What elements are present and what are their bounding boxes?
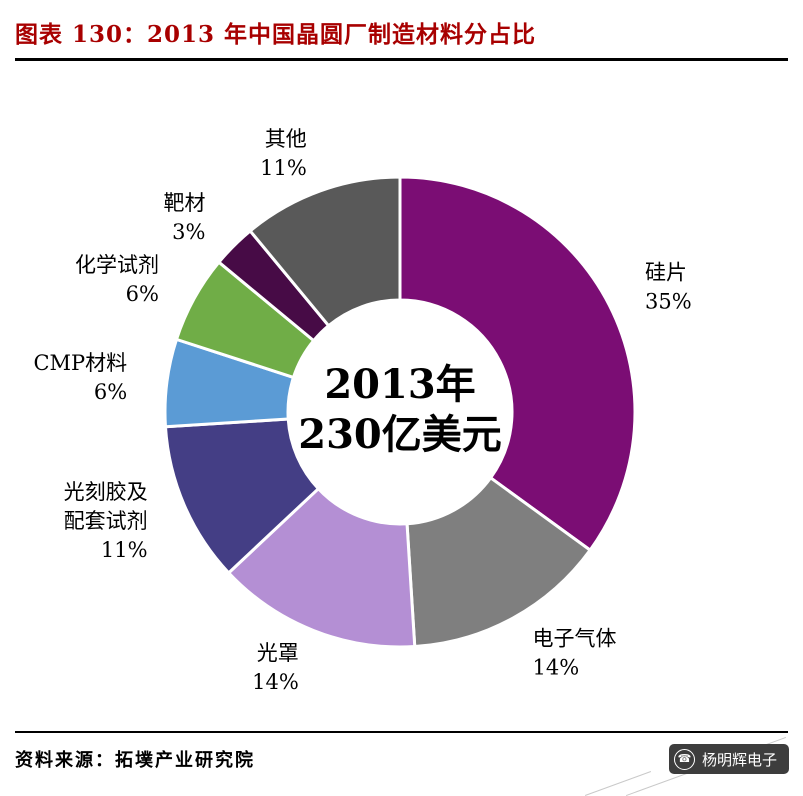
donut-slice-7 [248, 175, 402, 328]
donut-slice-2 [227, 487, 417, 649]
slice-label-1: 电子气体 14% [533, 627, 617, 680]
slice-label-5: 化学试剂 6% [75, 253, 159, 306]
donut-slice-0 [398, 175, 637, 552]
source-attribution: 资料来源：拓墣产业研究院 [15, 750, 255, 771]
watermark-badge: ☎ 杨明辉电子 [668, 744, 789, 774]
donut-center-text-0: 2013年 [324, 361, 475, 408]
donut-chart-svg: 硅片 35% 电子气体 14% 光罩 14% 光刻胶及配套试剂 11% CMP材料 6% 化学试剂 6… [33, 127, 692, 694]
slice-label-0: 硅片 35% [645, 261, 692, 314]
slice-label-2: 光罩 14% [252, 641, 299, 694]
slice-label-3: 光刻胶及配套试剂 11% [64, 480, 148, 562]
watermark-label: 杨明辉电子 [701, 751, 777, 769]
watermark-slash [584, 771, 652, 796]
donut-slice-1 [405, 476, 592, 649]
phone-icon: ☎ [673, 748, 695, 770]
title-divider [15, 58, 788, 61]
figure-title: 图表 130：2013 年中国晶圆厂制造材料分占比 [15, 21, 537, 48]
slice-label-7: 其他 11% [260, 127, 307, 180]
donut-center-text-1: 230亿美元 [298, 411, 502, 458]
slice-label-6: 靶材 3% [164, 191, 206, 244]
slice-label-4: CMP材料 6% [33, 351, 127, 404]
footer-divider [15, 731, 788, 733]
